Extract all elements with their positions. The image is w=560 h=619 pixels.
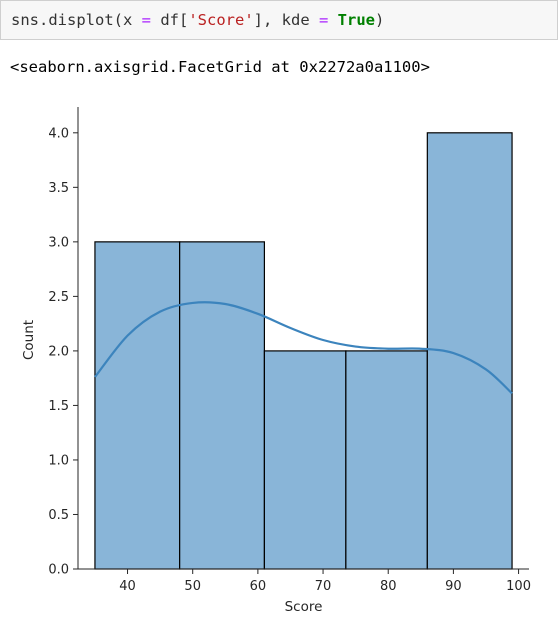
- x-tick-label: 100: [506, 579, 531, 594]
- code-func: sns.displot(x: [11, 11, 142, 29]
- code-line: sns.displot(x = df['Score'], kde = True): [11, 10, 384, 30]
- x-tick-label: 90: [445, 579, 462, 594]
- y-tick-label: 3.0: [48, 235, 69, 250]
- code-operator: =: [141, 11, 151, 29]
- code-close-paren: ): [375, 11, 385, 29]
- kde-line: [94, 301, 513, 395]
- code-operator: =: [318, 11, 329, 29]
- code-cell[interactable]: sns.displot(x = df['Score'], kde = True): [0, 0, 558, 40]
- y-tick-label: 0.5: [48, 508, 69, 523]
- histogram-bar-3: [263, 350, 347, 570]
- y-tick-label: 2.5: [48, 290, 69, 305]
- histogram-bar-1: [94, 241, 181, 570]
- y-tick-label: 2.0: [48, 344, 69, 359]
- y-tick-label: 1.5: [48, 399, 69, 414]
- code-keyword: True: [337, 11, 375, 29]
- x-axis-label: Score: [285, 599, 323, 615]
- code-arg: df[: [151, 11, 189, 29]
- output-text: <seaborn.axisgrid.FacetGrid at 0x2272a0a…: [10, 58, 430, 76]
- y-tick-label: 4.0: [48, 126, 69, 141]
- x-tick-label: 50: [184, 579, 201, 594]
- histogram-bar-2: [179, 241, 265, 570]
- code-string: 'Score': [188, 11, 254, 29]
- y-tick-label: 1.0: [48, 453, 69, 468]
- x-tick-label: 60: [250, 579, 267, 594]
- x-tick-label: 70: [315, 579, 332, 594]
- y-tick-label: 3.5: [48, 181, 69, 196]
- x-tick-label: 80: [380, 579, 397, 594]
- x-tick-label: 40: [119, 579, 136, 594]
- code-kwarg: ], kde: [253, 11, 319, 29]
- y-tick-label: 0.0: [48, 563, 69, 578]
- y-axis-label: Count: [21, 320, 37, 360]
- histogram-bar-4: [345, 350, 428, 570]
